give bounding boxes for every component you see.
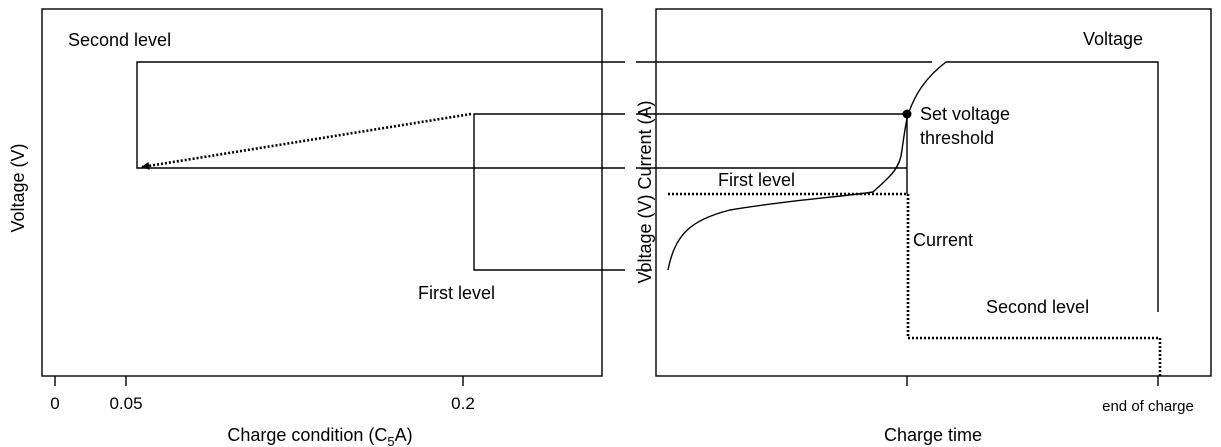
right-threshold-label: threshold <box>920 128 994 148</box>
left-tick-label-0: 0 <box>50 394 59 413</box>
right-x-axis-label: Charge time <box>884 425 982 445</box>
left-x-axis-label: Charge condition (C5A) <box>227 425 412 447</box>
left-x-axis-label-part-1: Charge condition (C <box>227 425 387 445</box>
left-transition-arrow <box>141 112 472 170</box>
left-x-axis-label-subscript: 5 <box>387 434 394 447</box>
left-second-level-label: Second level <box>68 30 171 50</box>
left-tick-label-0.05: 0.05 <box>109 394 142 413</box>
threshold-point <box>902 109 912 119</box>
left-second-level-bracket <box>136 61 625 169</box>
left-panel: Second level First level Voltage (V) 0 0… <box>8 8 625 447</box>
left-first-level-label: First level <box>418 283 495 303</box>
right-voltage-curve <box>667 61 1159 312</box>
left-panel-frame <box>41 8 603 377</box>
left-first-level-bracket <box>473 113 625 271</box>
right-y-axis-label: Voltage (V) Current (A) <box>635 100 655 283</box>
right-panel: Voltage Set voltage threshold First leve… <box>635 8 1212 445</box>
left-x-axis-label-part-2: A) <box>395 425 413 445</box>
right-second-level-label: Second level <box>986 297 1089 317</box>
left-tick-label-0.2: 0.2 <box>451 394 475 413</box>
right-set-voltage-label: Set voltage <box>920 104 1010 124</box>
right-tick-label-end: end of charge <box>1102 398 1194 415</box>
left-y-axis-label: Voltage (V) <box>8 143 28 232</box>
right-current-curve <box>668 192 1162 378</box>
right-voltage-label: Voltage <box>1083 29 1143 49</box>
right-first-level-label: First level <box>718 170 795 190</box>
right-current-label: Current <box>913 230 973 250</box>
right-panel-frame <box>655 8 1212 377</box>
